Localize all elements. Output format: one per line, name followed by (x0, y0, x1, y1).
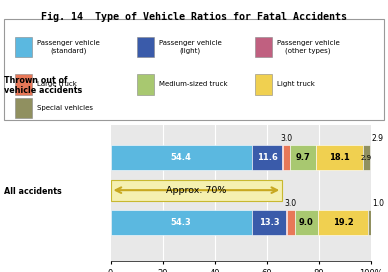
Bar (283, 145, 291, 170)
Bar (363, 145, 370, 170)
Text: 19.2: 19.2 (333, 218, 353, 227)
Text: 3.0: 3.0 (285, 199, 297, 209)
Bar (316, 145, 363, 170)
Text: Passenger vehicle
(standard): Passenger vehicle (standard) (37, 41, 100, 54)
Text: 11.6: 11.6 (256, 153, 277, 162)
Bar (137, 74, 154, 94)
Text: 2.9: 2.9 (372, 134, 384, 143)
Bar (15, 74, 32, 94)
FancyBboxPatch shape (4, 19, 384, 120)
Text: 13.3: 13.3 (259, 218, 279, 227)
Text: 18.1: 18.1 (329, 153, 350, 162)
Text: All accidents: All accidents (4, 187, 62, 196)
Bar (252, 210, 286, 235)
Text: 3.0: 3.0 (281, 134, 293, 143)
Text: Passenger vehicle
(other types): Passenger vehicle (other types) (277, 41, 339, 54)
Bar (111, 145, 252, 170)
Bar (255, 37, 272, 57)
Bar (368, 210, 371, 235)
Bar (252, 145, 282, 170)
Text: Approx. 70%: Approx. 70% (166, 186, 227, 195)
Text: 9.0: 9.0 (299, 218, 314, 227)
Text: Special vehicles: Special vehicles (37, 105, 93, 111)
Text: Passenger vehicle
(light): Passenger vehicle (light) (159, 41, 222, 54)
Bar (318, 210, 368, 235)
Bar (255, 74, 272, 94)
FancyBboxPatch shape (111, 180, 282, 201)
Bar (291, 145, 316, 170)
Bar (282, 145, 283, 170)
Text: Thrown out of
vehicle accidents: Thrown out of vehicle accidents (4, 76, 82, 95)
Bar (15, 37, 32, 57)
Text: Fig. 14  Type of Vehicle Ratios for Fatal Accidents: Fig. 14 Type of Vehicle Ratios for Fatal… (41, 12, 347, 22)
Bar (287, 210, 294, 235)
Text: 54.4: 54.4 (171, 153, 192, 162)
Text: 54.3: 54.3 (171, 218, 192, 227)
Text: 9.7: 9.7 (296, 153, 310, 162)
Bar (15, 98, 32, 118)
Bar (294, 210, 318, 235)
Bar (286, 210, 287, 235)
Text: Large truck: Large truck (37, 81, 77, 88)
Text: 2.9: 2.9 (361, 155, 372, 161)
Text: Light truck: Light truck (277, 81, 314, 88)
Text: Medium-sized truck: Medium-sized truck (159, 81, 227, 88)
Bar (111, 210, 252, 235)
Bar (137, 37, 154, 57)
Text: 1.0: 1.0 (372, 199, 384, 209)
